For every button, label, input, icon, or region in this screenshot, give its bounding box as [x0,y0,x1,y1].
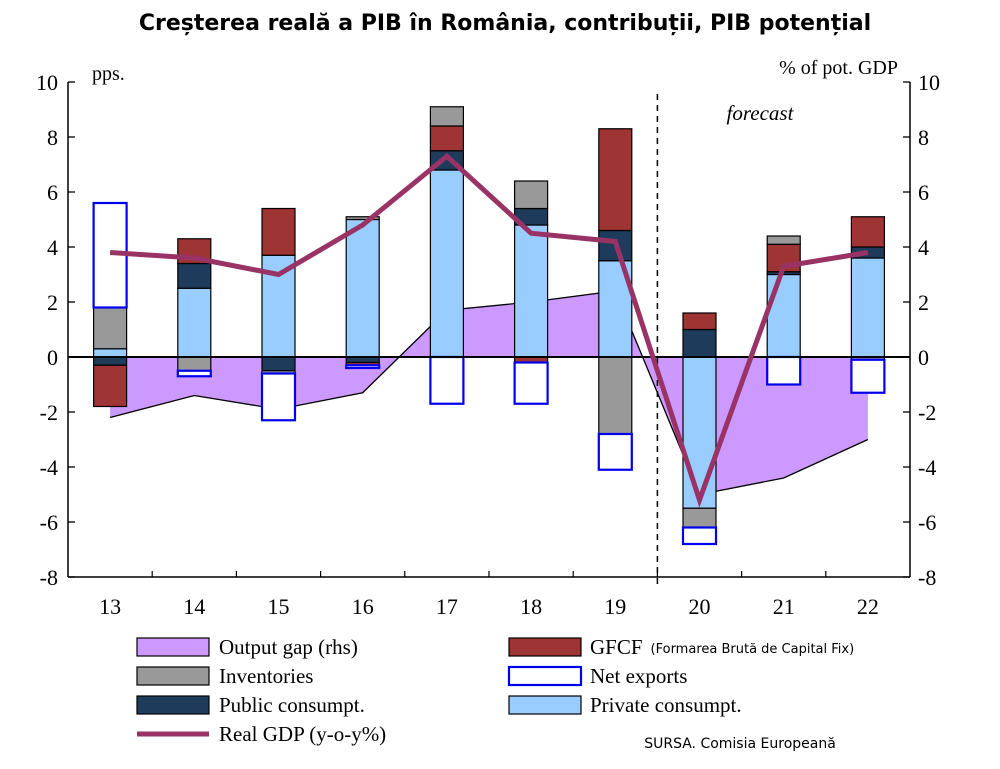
right-tick-label: -4 [918,455,936,480]
legend-label-public: Public consumpt. [219,693,365,717]
output-gap-area [110,291,868,495]
real-gdp-layer [109,152,869,508]
bar-private-14 [177,287,212,358]
bar-gfcf-17 [429,125,464,152]
bar-gfcf-19 [598,128,633,232]
left-tick-label: -2 [40,400,58,425]
x-tick-label: 19 [604,594,626,619]
bar-public-20 [682,328,717,358]
x-tick-label: 21 [773,594,795,619]
legend-label-real_gdp: Real GDP (y-o-y%) [219,722,386,746]
bar-net_exports-18 [513,361,549,405]
bar-inventories-19 [598,356,633,435]
legend-label-inventories: Inventories [219,664,313,688]
x-tick-label: 16 [352,594,374,619]
legend-swatch-inventories [136,666,210,686]
output-gap-layer [109,290,869,496]
left-tick-label: 2 [47,290,58,315]
left-axis-label: pps. [92,63,125,85]
right-tick-label: 6 [918,180,929,205]
legend-label-private: Private consumpt. [590,693,742,717]
x-tick-label: 20 [689,594,711,619]
x-tick-label: 17 [436,594,458,619]
output-gap-outline [109,290,869,496]
bar-net_exports-16 [345,364,381,370]
bar-private-16 [345,218,380,358]
bar-gfcf-15 [261,207,296,256]
right-tick-label: 8 [918,125,929,150]
right-tick-label: 10 [918,70,940,95]
legend-swatch-gfcf [508,637,582,657]
left-tick-label: -6 [40,510,58,535]
legend-swatch-output_gap [136,637,210,657]
left-tick-label: -8 [40,565,58,590]
bar-private-22 [850,257,886,358]
bar-inventories-16 [345,216,380,221]
right-tick-label: -8 [918,565,936,590]
bar-inventories-17 [429,106,464,127]
x-tick-label: 15 [268,594,290,619]
forecast-label: forecast [727,101,795,125]
legend: Output gap (rhs) Inventories Public consum… [136,635,855,746]
left-tick-label: -4 [40,455,58,480]
bar-net_exports-20 [681,526,718,546]
legend-label-gfcf: GFCF [590,635,643,659]
right-tick-label: -2 [918,400,936,425]
legend-swatch-public [136,695,210,715]
bar-net_exports-17 [429,355,465,405]
legend-note-gfcf: (Formarea Brută de Capital Fix) [651,642,855,657]
right-tick-label: 2 [918,290,929,315]
bar-gfcf-22 [850,216,886,248]
bar-private-17 [429,169,464,358]
x-tick-label: 13 [99,594,121,619]
legend-swatch-private [508,695,582,715]
left-tick-label: 0 [47,345,58,370]
left-tick-label: 10 [36,70,58,95]
bar-inventories-14 [177,356,212,372]
right-tick-label: -6 [918,510,936,535]
bar-net_exports-22 [850,358,886,394]
legend-label-net_exports: Net exports [590,664,687,688]
bar-net_exports-19 [597,432,633,471]
left-tick-label: 4 [47,235,58,260]
x-tick-label: 14 [183,594,205,619]
x-tick-label: 22 [857,594,879,619]
right-tick-label: 4 [918,235,929,260]
source-note: SURSA. Comisia Europeană [644,736,836,752]
bars-layer [92,106,886,546]
bar-inventories-18 [513,180,549,210]
bar-public-14 [177,262,212,289]
bar-inventories-20 [682,507,717,529]
bar-public-13 [92,356,128,366]
right-tick-label: 0 [918,345,929,370]
bar-net_exports-14 [176,369,212,378]
left-tick-label: 8 [47,125,58,150]
bar-gfcf-13 [92,364,128,408]
bar-private-18 [513,224,549,358]
legend-label-output_gap: Output gap (rhs) [219,635,358,659]
x-tick-label: 18 [520,594,542,619]
left-tick-label: 6 [47,180,58,205]
bar-net_exports-15 [260,372,297,422]
legend-swatch-net_exports [507,665,583,687]
bar-net_exports-21 [766,355,802,386]
real-gdp-line [109,152,869,508]
chart-title: Creșterea reală a PIB în România, contri… [139,11,871,36]
bar-inventories-13 [92,306,128,350]
bar-public-15 [261,356,296,372]
bar-private-21 [766,273,801,358]
bar-gfcf-20 [682,312,717,331]
bar-inventories-21 [766,235,801,245]
bar-private-20 [682,356,717,509]
bar-private-13 [92,348,128,358]
right-axis-label: % of pot. GDP [779,57,898,79]
